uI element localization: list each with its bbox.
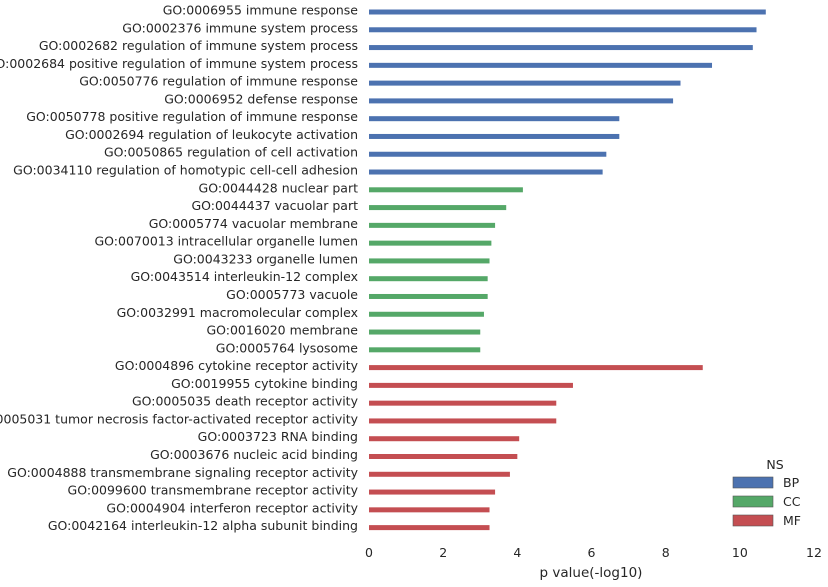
bar-bp [369, 151, 607, 157]
category-label: GO:0003723 RNA binding [198, 429, 358, 444]
category-label: GO:0042164 interleukin-12 alpha subunit … [48, 518, 358, 533]
category-label: GO:0002684 positive regulation of immune… [0, 56, 358, 71]
bar-cc [369, 329, 481, 335]
category-label: GO:0005764 lysosome [216, 340, 359, 355]
bar-bp [369, 116, 620, 122]
legend-label-bp: BP [783, 475, 800, 490]
x-axis-ticks: 0 2 4 6 8 10 12 [365, 545, 822, 560]
category-label: GO:0002682 regulation of immune system p… [39, 38, 358, 53]
bar-bp [369, 62, 713, 68]
category-label: GO:0006952 defense response [164, 91, 358, 106]
category-label: GO:0002376 immune system process [122, 20, 358, 35]
category-label: GO:0004904 interferon receptor activity [106, 500, 358, 515]
category-label: GO:0002694 regulation of leukocyte activ… [65, 127, 358, 142]
category-label: GO:0044437 vacuolar part [191, 198, 358, 213]
x-tick-label: 8 [662, 545, 670, 560]
bar-mf [369, 436, 520, 442]
category-label: GO:0070013 intracellular organelle lumen [94, 234, 358, 249]
category-label: GO:0019955 cytokine binding [171, 376, 358, 391]
legend-entries: BP CC MF [732, 475, 801, 528]
legend-title: NS [766, 457, 783, 472]
legend-label-mf: MF [783, 513, 801, 528]
bar-cc [369, 311, 484, 317]
x-tick-label: 10 [732, 545, 748, 560]
bars-layer [369, 9, 766, 531]
category-label: GO:0005774 vacuolar membrane [149, 216, 359, 231]
bar-cc [369, 187, 523, 193]
category-label: GO:0004888 transmembrane signaling recep… [7, 465, 358, 480]
bar-cc [369, 240, 492, 246]
category-label: GO:0050776 regulation of immune response [79, 74, 358, 89]
bar-mf [369, 418, 557, 424]
bar-mf [369, 400, 557, 406]
bar-bp [369, 27, 757, 33]
category-label: GO:0044428 nuclear part [199, 180, 359, 195]
category-label: GO:0099600 transmembrane receptor activi… [68, 483, 359, 498]
x-axis-label: p value(-log10) [540, 565, 643, 581]
bar-mf [369, 382, 573, 388]
category-label: GO:0005031 tumor necrosis factor-activat… [0, 411, 359, 426]
category-label: GO:0043233 organelle lumen [173, 251, 358, 266]
bar-mf [369, 489, 496, 495]
bar-bp [369, 45, 753, 51]
legend-swatch-cc [732, 495, 774, 508]
legend: NS BP CC MF [732, 457, 801, 528]
bar-bp [369, 80, 681, 86]
x-tick-label: 12 [806, 545, 822, 560]
legend-swatch-mf [732, 514, 774, 527]
bar-mf [369, 525, 490, 531]
category-label: GO:0016020 membrane [206, 323, 358, 338]
bar-mf [369, 471, 510, 477]
category-label: GO:0050865 regulation of cell activation [104, 145, 358, 160]
bar-bp [369, 169, 603, 175]
bar-cc [369, 222, 496, 228]
x-tick-label: 6 [588, 545, 596, 560]
bar-bp [369, 133, 620, 139]
bar-bp [369, 98, 674, 104]
legend-swatch-bp [732, 476, 774, 489]
x-tick-label: 2 [439, 545, 447, 560]
category-label: GO:0043514 interleukin-12 complex [131, 269, 358, 284]
x-tick-label: 0 [365, 545, 373, 560]
bar-mf [369, 365, 703, 371]
bar-bp [369, 9, 766, 15]
bar-cc [369, 205, 507, 211]
bar-mf [369, 507, 490, 513]
category-label: GO:0032991 macromolecular complex [117, 305, 358, 320]
category-label: GO:0005773 vacuole [226, 287, 358, 302]
category-label: GO:0034110 regulation of homotypic cell-… [13, 163, 358, 178]
bar-cc [369, 276, 488, 282]
category-label: GO:0006955 immune response [163, 3, 359, 18]
category-label: GO:0005035 death receptor activity [132, 394, 359, 409]
category-label: GO:0003676 nucleic acid binding [150, 447, 358, 462]
bar-mf [369, 454, 518, 459]
category-labels: GO:0006955 immune response GO:0002376 imm… [0, 3, 359, 534]
bar-cc [369, 258, 490, 264]
legend-label-cc: CC [783, 494, 801, 509]
x-tick-label: 4 [513, 545, 521, 560]
bar-cc [369, 293, 488, 299]
category-label: GO:0004896 cytokine receptor activity [115, 358, 359, 373]
category-label: GO:0050778 positive regulation of immune… [26, 109, 358, 124]
bar-cc [369, 347, 481, 353]
